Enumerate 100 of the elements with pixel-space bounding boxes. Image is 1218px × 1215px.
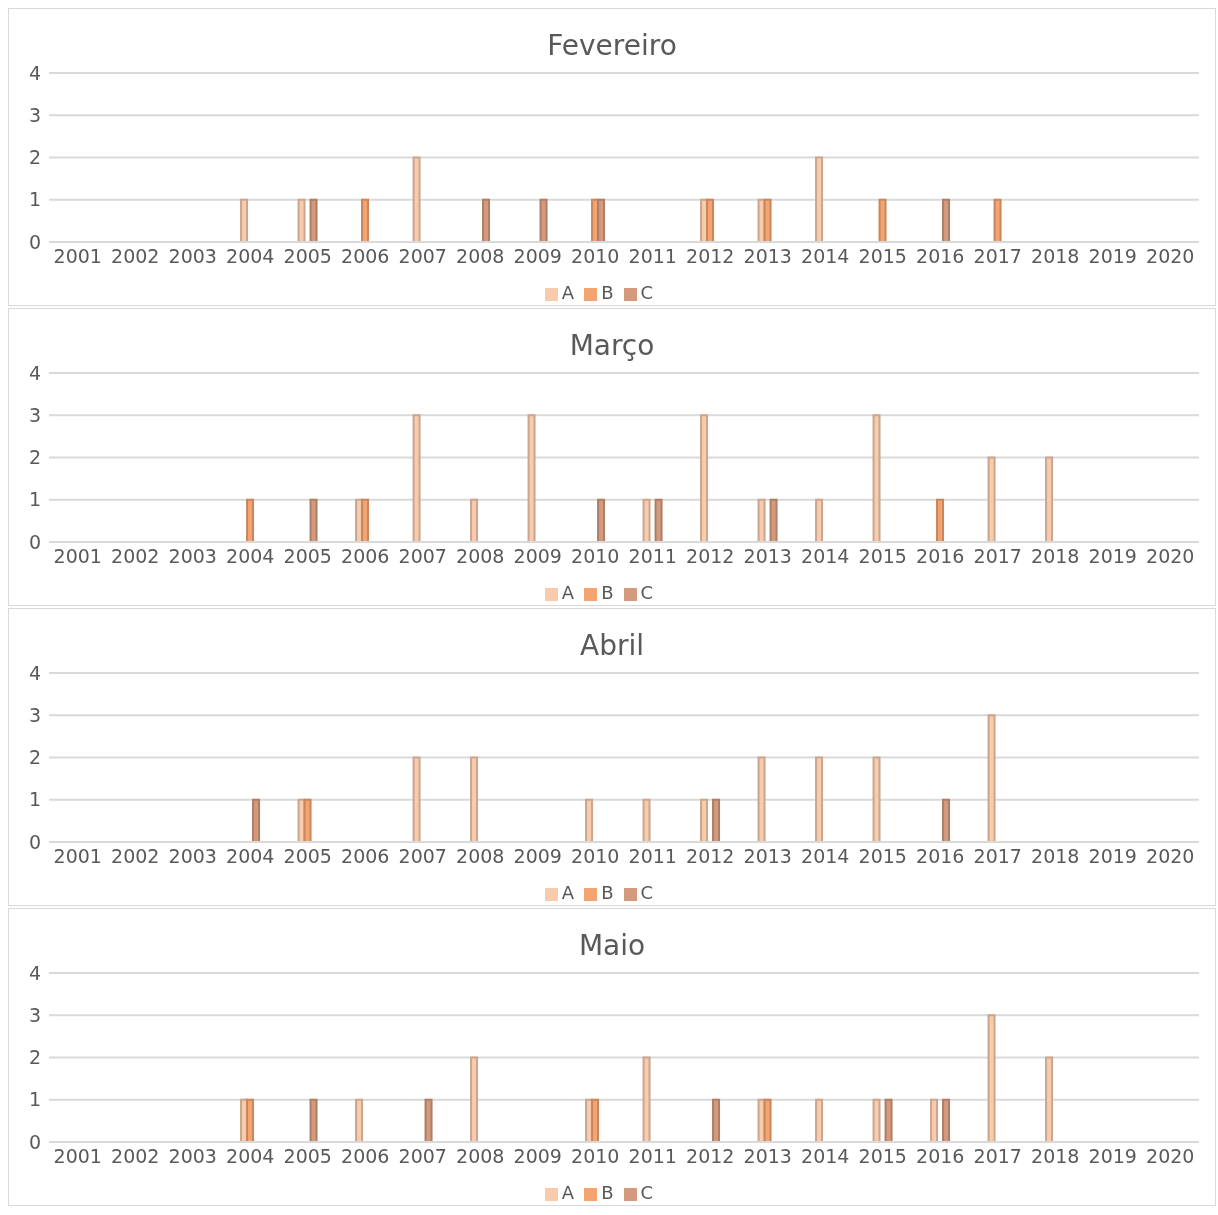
legend-label: C <box>640 882 654 903</box>
bar <box>642 798 651 842</box>
x-tick-label: 2012 <box>686 845 735 868</box>
x-tick-label: 2017 <box>973 845 1022 868</box>
x-tick-label: 2020 <box>1146 1145 1195 1168</box>
x-tick-label: 2005 <box>283 845 332 868</box>
x-tick-label: 2008 <box>456 845 505 868</box>
y-tick-label: 2 <box>28 1046 41 1069</box>
legend-label: B <box>601 282 614 303</box>
bar <box>942 1098 951 1142</box>
x-tick-label: 2018 <box>1031 845 1080 868</box>
x-tick-label: 2013 <box>743 545 792 568</box>
x-tick-label: 2009 <box>513 245 562 268</box>
bar <box>252 798 261 842</box>
bar <box>309 498 318 542</box>
bar <box>361 498 370 542</box>
bar <box>470 498 479 542</box>
legend-label: C <box>640 582 654 603</box>
x-tick-label: 2016 <box>916 845 965 868</box>
x-tick-label: 2013 <box>743 245 792 268</box>
x-tick-label: 2020 <box>1146 545 1195 568</box>
x-tick-label: 2012 <box>686 545 735 568</box>
bar <box>1045 456 1054 542</box>
x-tick-label: 2010 <box>571 245 620 268</box>
legend-label: A <box>561 882 575 903</box>
x-tick-label: 2020 <box>1146 245 1195 268</box>
bar <box>470 756 479 842</box>
y-tick-label: 0 <box>28 530 41 553</box>
x-tick-label: 2008 <box>456 245 505 268</box>
x-tick-label: 2020 <box>1146 845 1195 868</box>
y-tick-label: 1 <box>28 1088 41 1111</box>
x-tick-label: 2004 <box>226 1145 275 1168</box>
x-tick-label: 2017 <box>973 1145 1022 1168</box>
x-tick-label: 2013 <box>743 845 792 868</box>
bar <box>757 756 766 842</box>
bar <box>246 1098 255 1142</box>
chart-title: Fevereiro <box>546 28 678 63</box>
y-tick-label: 4 <box>28 661 41 684</box>
bar <box>987 714 996 842</box>
x-tick-label: 2017 <box>973 245 1022 268</box>
x-tick-label: 2005 <box>283 245 332 268</box>
bar <box>355 1098 364 1142</box>
x-tick-label: 2018 <box>1031 1145 1080 1168</box>
bar <box>987 1014 996 1142</box>
y-tick-label: 3 <box>28 103 41 126</box>
y-tick-label: 4 <box>28 361 41 384</box>
bar <box>585 798 594 842</box>
x-tick-label: 2001 <box>53 845 102 868</box>
x-tick-label: 2006 <box>341 1145 390 1168</box>
x-tick-label: 2004 <box>226 845 275 868</box>
x-tick-label: 2014 <box>801 1145 850 1168</box>
x-tick-label: 2001 <box>53 245 102 268</box>
bar <box>424 1098 433 1142</box>
x-tick-label: 2015 <box>858 545 907 568</box>
y-tick-label: 4 <box>28 61 41 84</box>
y-tick-label: 3 <box>28 703 41 726</box>
x-tick-label: 2011 <box>628 245 677 268</box>
x-tick-label: 2009 <box>513 1145 562 1168</box>
x-tick-label: 2004 <box>226 245 275 268</box>
x-tick-label: 2007 <box>398 245 447 268</box>
bar <box>642 498 651 542</box>
x-tick-label: 2007 <box>398 1145 447 1168</box>
x-tick-label: 2014 <box>801 245 850 268</box>
x-tick-label: 2010 <box>571 545 620 568</box>
bar <box>700 798 709 842</box>
y-tick-label: 0 <box>28 230 41 253</box>
x-tick-label: 2019 <box>1088 245 1137 268</box>
y-tick-label: 3 <box>28 403 41 426</box>
bar <box>884 1098 893 1142</box>
bar <box>815 1098 824 1142</box>
bar <box>936 498 945 542</box>
x-tick-label: 2006 <box>341 845 390 868</box>
x-tick-label: 2010 <box>571 1145 620 1168</box>
x-tick-label: 2007 <box>398 845 447 868</box>
y-tick-label: 1 <box>28 488 41 511</box>
x-tick-label: 2016 <box>916 1145 965 1168</box>
chart-title: Março <box>568 328 656 363</box>
bar <box>757 498 766 542</box>
x-tick-label: 2009 <box>513 545 562 568</box>
bar <box>712 1098 721 1142</box>
x-tick-label: 2010 <box>571 845 620 868</box>
y-tick-label: 3 <box>28 1003 41 1026</box>
bar <box>872 756 881 842</box>
y-tick-label: 2 <box>28 146 41 169</box>
x-tick-label: 2003 <box>168 245 217 268</box>
bar <box>309 1098 318 1142</box>
x-tick-label: 2008 <box>456 1145 505 1168</box>
legend-label: B <box>601 582 614 603</box>
legend-label: B <box>601 882 614 903</box>
bar <box>246 498 255 542</box>
x-tick-label: 2002 <box>111 845 160 868</box>
x-tick-label: 2003 <box>168 545 217 568</box>
x-tick-label: 2002 <box>111 245 160 268</box>
x-tick-label: 2007 <box>398 545 447 568</box>
y-tick-label: 2 <box>28 446 41 469</box>
bar <box>412 756 421 842</box>
x-tick-label: 2014 <box>801 845 850 868</box>
bar <box>527 414 536 542</box>
legend-label: C <box>640 282 654 303</box>
bar <box>769 498 778 542</box>
